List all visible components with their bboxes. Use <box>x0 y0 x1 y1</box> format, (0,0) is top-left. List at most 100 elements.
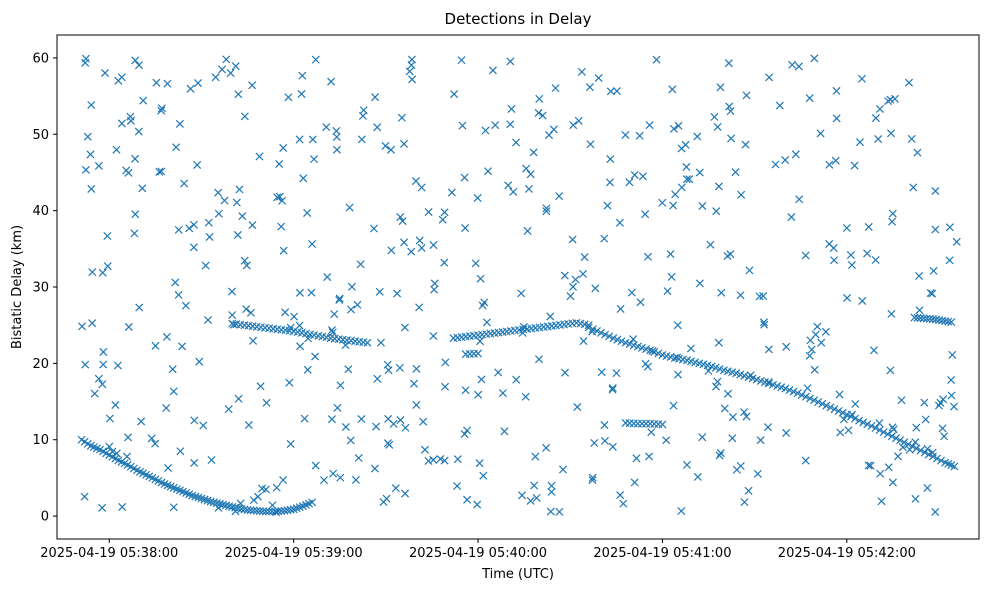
data-point <box>923 483 932 492</box>
data-point <box>206 497 215 506</box>
data-point <box>341 341 350 350</box>
data-point <box>335 295 344 305</box>
data-point <box>147 434 156 443</box>
data-point <box>286 323 295 332</box>
data-point <box>523 226 532 235</box>
data-point <box>238 212 247 221</box>
data-point <box>227 287 237 296</box>
data-point <box>113 361 122 370</box>
data-point <box>630 170 639 180</box>
data-point <box>561 368 570 377</box>
data-point <box>843 293 852 303</box>
data-point <box>945 223 954 232</box>
data-point <box>693 472 702 481</box>
data-point <box>630 478 639 487</box>
data-point <box>904 78 914 87</box>
data-point <box>832 86 841 95</box>
data-point <box>928 448 937 457</box>
data-point <box>911 438 920 447</box>
data-point <box>474 390 483 399</box>
data-point <box>753 469 762 478</box>
data-point <box>728 434 737 443</box>
data-point <box>461 224 470 233</box>
data-point <box>928 289 937 298</box>
data-point <box>600 436 610 445</box>
data-point <box>838 408 847 417</box>
data-point <box>87 184 96 193</box>
data-point <box>498 389 507 398</box>
data-point <box>818 399 827 408</box>
data-point <box>904 440 913 449</box>
data-point <box>130 229 139 238</box>
data-point <box>834 406 843 415</box>
data-point <box>934 401 943 410</box>
data-point <box>558 465 568 474</box>
data-point <box>931 186 940 196</box>
data-point <box>436 454 445 464</box>
data-point <box>566 292 575 301</box>
data-point <box>453 481 462 491</box>
data-point <box>555 192 564 201</box>
data-point <box>805 351 814 360</box>
data-point <box>673 353 682 362</box>
x-tick-label: 2025-04-19 05:42:00 <box>778 546 916 561</box>
data-point <box>869 346 878 355</box>
x-axis-label: Time (UTC) <box>481 567 554 582</box>
data-point <box>440 258 449 267</box>
data-point <box>311 352 320 361</box>
data-point <box>195 357 204 366</box>
data-point <box>713 377 722 386</box>
data-point <box>507 104 516 113</box>
data-point <box>228 311 237 320</box>
data-point <box>755 292 764 301</box>
data-point <box>186 84 195 93</box>
data-point <box>529 148 538 157</box>
data-point <box>298 71 307 80</box>
data-point <box>723 389 732 398</box>
data-point <box>126 116 135 125</box>
data-point <box>835 390 844 399</box>
data-point <box>157 167 166 176</box>
data-point <box>351 475 360 484</box>
data-point <box>255 152 264 161</box>
x-tick-label: 2025-04-19 05:40:00 <box>409 546 547 561</box>
data-point <box>336 473 345 482</box>
data-point <box>471 259 480 268</box>
data-point <box>662 436 671 445</box>
data-point <box>463 495 472 504</box>
data-point <box>810 396 819 405</box>
data-point <box>387 246 396 255</box>
y-axis: 0 10 20 30 40 50 60 <box>32 51 57 525</box>
data-point <box>907 134 916 143</box>
data-point <box>534 355 544 364</box>
data-point <box>875 426 884 435</box>
y-tick-label: 20 <box>32 357 49 372</box>
data-point <box>105 442 114 451</box>
data-point <box>888 478 897 487</box>
data-point <box>295 288 304 297</box>
data-point <box>682 162 691 171</box>
data-point <box>596 328 606 337</box>
data-point <box>218 65 227 74</box>
data-point <box>169 503 178 512</box>
data-point <box>477 375 486 384</box>
data-point <box>608 385 617 394</box>
data-point <box>88 319 97 328</box>
data-point <box>279 143 288 152</box>
data-point <box>658 198 667 207</box>
data-point <box>207 456 216 465</box>
data-point <box>850 161 859 170</box>
data-point <box>568 235 577 244</box>
data-point <box>855 138 865 147</box>
data-point <box>253 492 262 501</box>
data-point <box>222 501 231 510</box>
data-point <box>400 139 409 148</box>
data-point <box>677 506 686 516</box>
data-point <box>155 167 164 176</box>
data-point <box>887 129 896 138</box>
data-point <box>205 232 214 241</box>
data-point <box>319 476 329 485</box>
data-point <box>98 380 107 389</box>
data-point <box>944 317 953 326</box>
data-point <box>385 440 394 449</box>
